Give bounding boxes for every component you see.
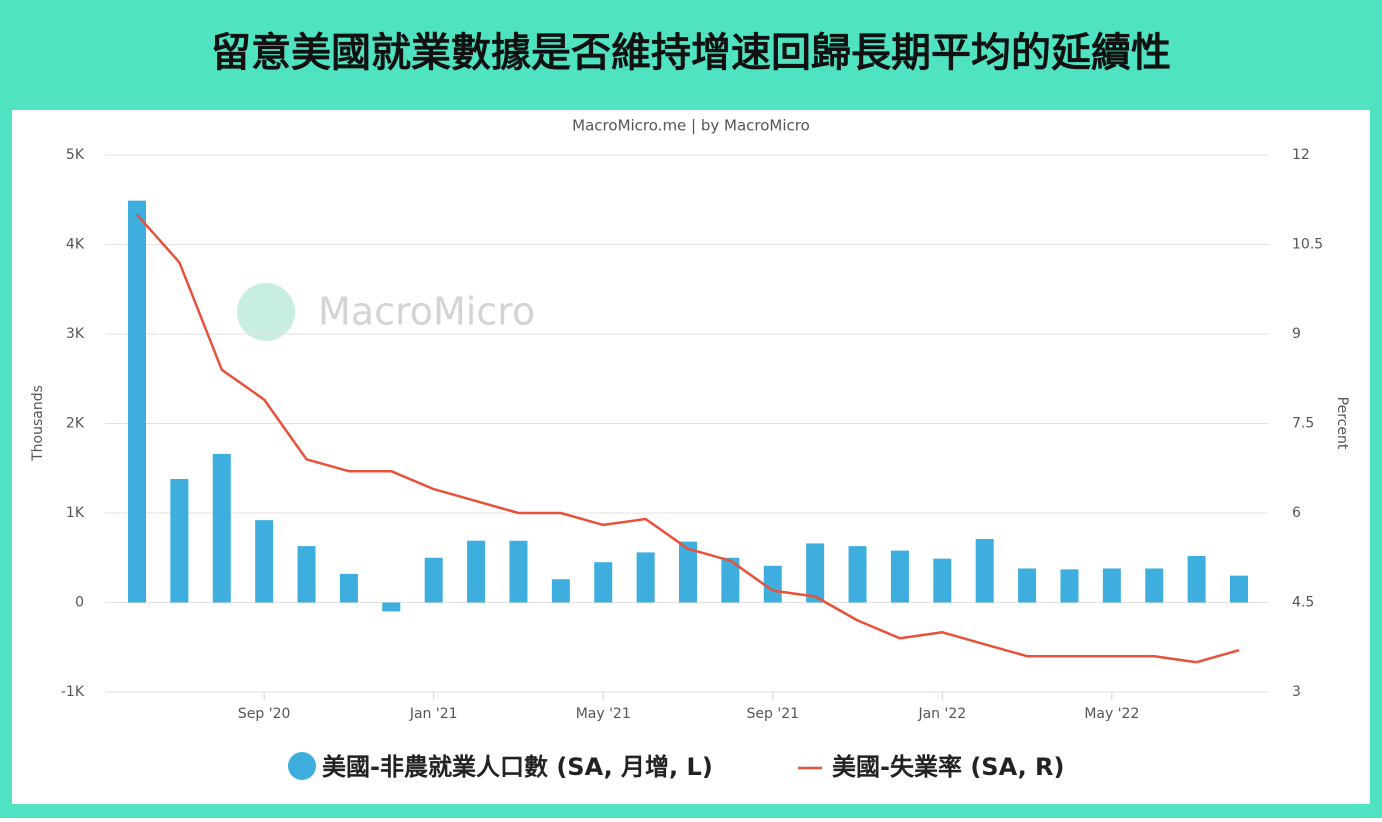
x-tick-label: May '22 (1084, 706, 1139, 722)
y-tick-label: 4K (66, 237, 85, 253)
x-tick-label: Jan '21 (409, 706, 458, 722)
y2-tick-label: 6 (1292, 505, 1301, 521)
bar (933, 558, 952, 603)
page-title: 留意美國就業數據是否維持增速回歸長期平均的延續性 (211, 30, 1171, 76)
bar (255, 520, 274, 603)
bar (467, 540, 486, 603)
bar (806, 543, 825, 603)
x-tick-label: Sep '21 (747, 706, 800, 722)
bar (721, 557, 740, 603)
y2-tick-label: 9 (1292, 326, 1301, 342)
y-axis-title: Thousands (30, 385, 46, 462)
bar (1230, 575, 1248, 603)
y-tick-label: -1K (61, 684, 85, 700)
bar (679, 541, 697, 603)
legend-label: 美國-失業率 (SA, R) (832, 753, 1065, 781)
watermark: MacroMicro (318, 290, 535, 334)
bar (1060, 569, 1079, 603)
y2-tick-label: 7.5 (1292, 416, 1314, 432)
x-tick-label: Jan '22 (917, 706, 966, 722)
y-tick-label: 3K (66, 326, 85, 342)
y2-axis-title: Percent (1334, 397, 1350, 450)
bar (424, 557, 443, 603)
bar (1145, 568, 1164, 603)
bar (297, 546, 316, 603)
line (136, 213, 1240, 664)
bar (339, 573, 358, 603)
y2-tick-label: 12 (1292, 147, 1310, 163)
bar (975, 538, 994, 603)
bar (848, 546, 867, 603)
y-tick-label: 1K (66, 505, 85, 521)
panel (12, 110, 1370, 804)
y2-tick-label: 3 (1292, 684, 1301, 700)
watermark-logo (237, 283, 295, 341)
bar (509, 540, 528, 603)
y2-tick-label: 4.5 (1292, 595, 1314, 611)
legend-symbol (288, 752, 316, 780)
bar (170, 478, 189, 603)
y2-tick-label: 10.5 (1292, 237, 1323, 253)
chart-subtitle: MacroMicro.me | by MacroMicro (572, 117, 810, 135)
x-tick-label: May '21 (576, 706, 631, 722)
bar (763, 565, 782, 603)
x-tick-label: Sep '20 (238, 706, 291, 722)
legend-label: 美國-非農就業人口數 (SA, 月增, L) (322, 753, 713, 781)
bar (594, 562, 613, 603)
y-tick-label: 5K (66, 147, 85, 163)
y-tick-label: 2K (66, 416, 85, 432)
bar (551, 579, 570, 603)
bar (382, 602, 401, 612)
bar (212, 453, 231, 603)
bar (890, 550, 909, 603)
bar (1102, 568, 1121, 603)
y-tick-label: 0 (75, 595, 84, 611)
bar (128, 200, 146, 603)
bar (1018, 568, 1037, 603)
bar (636, 552, 655, 603)
bar (1187, 555, 1206, 603)
